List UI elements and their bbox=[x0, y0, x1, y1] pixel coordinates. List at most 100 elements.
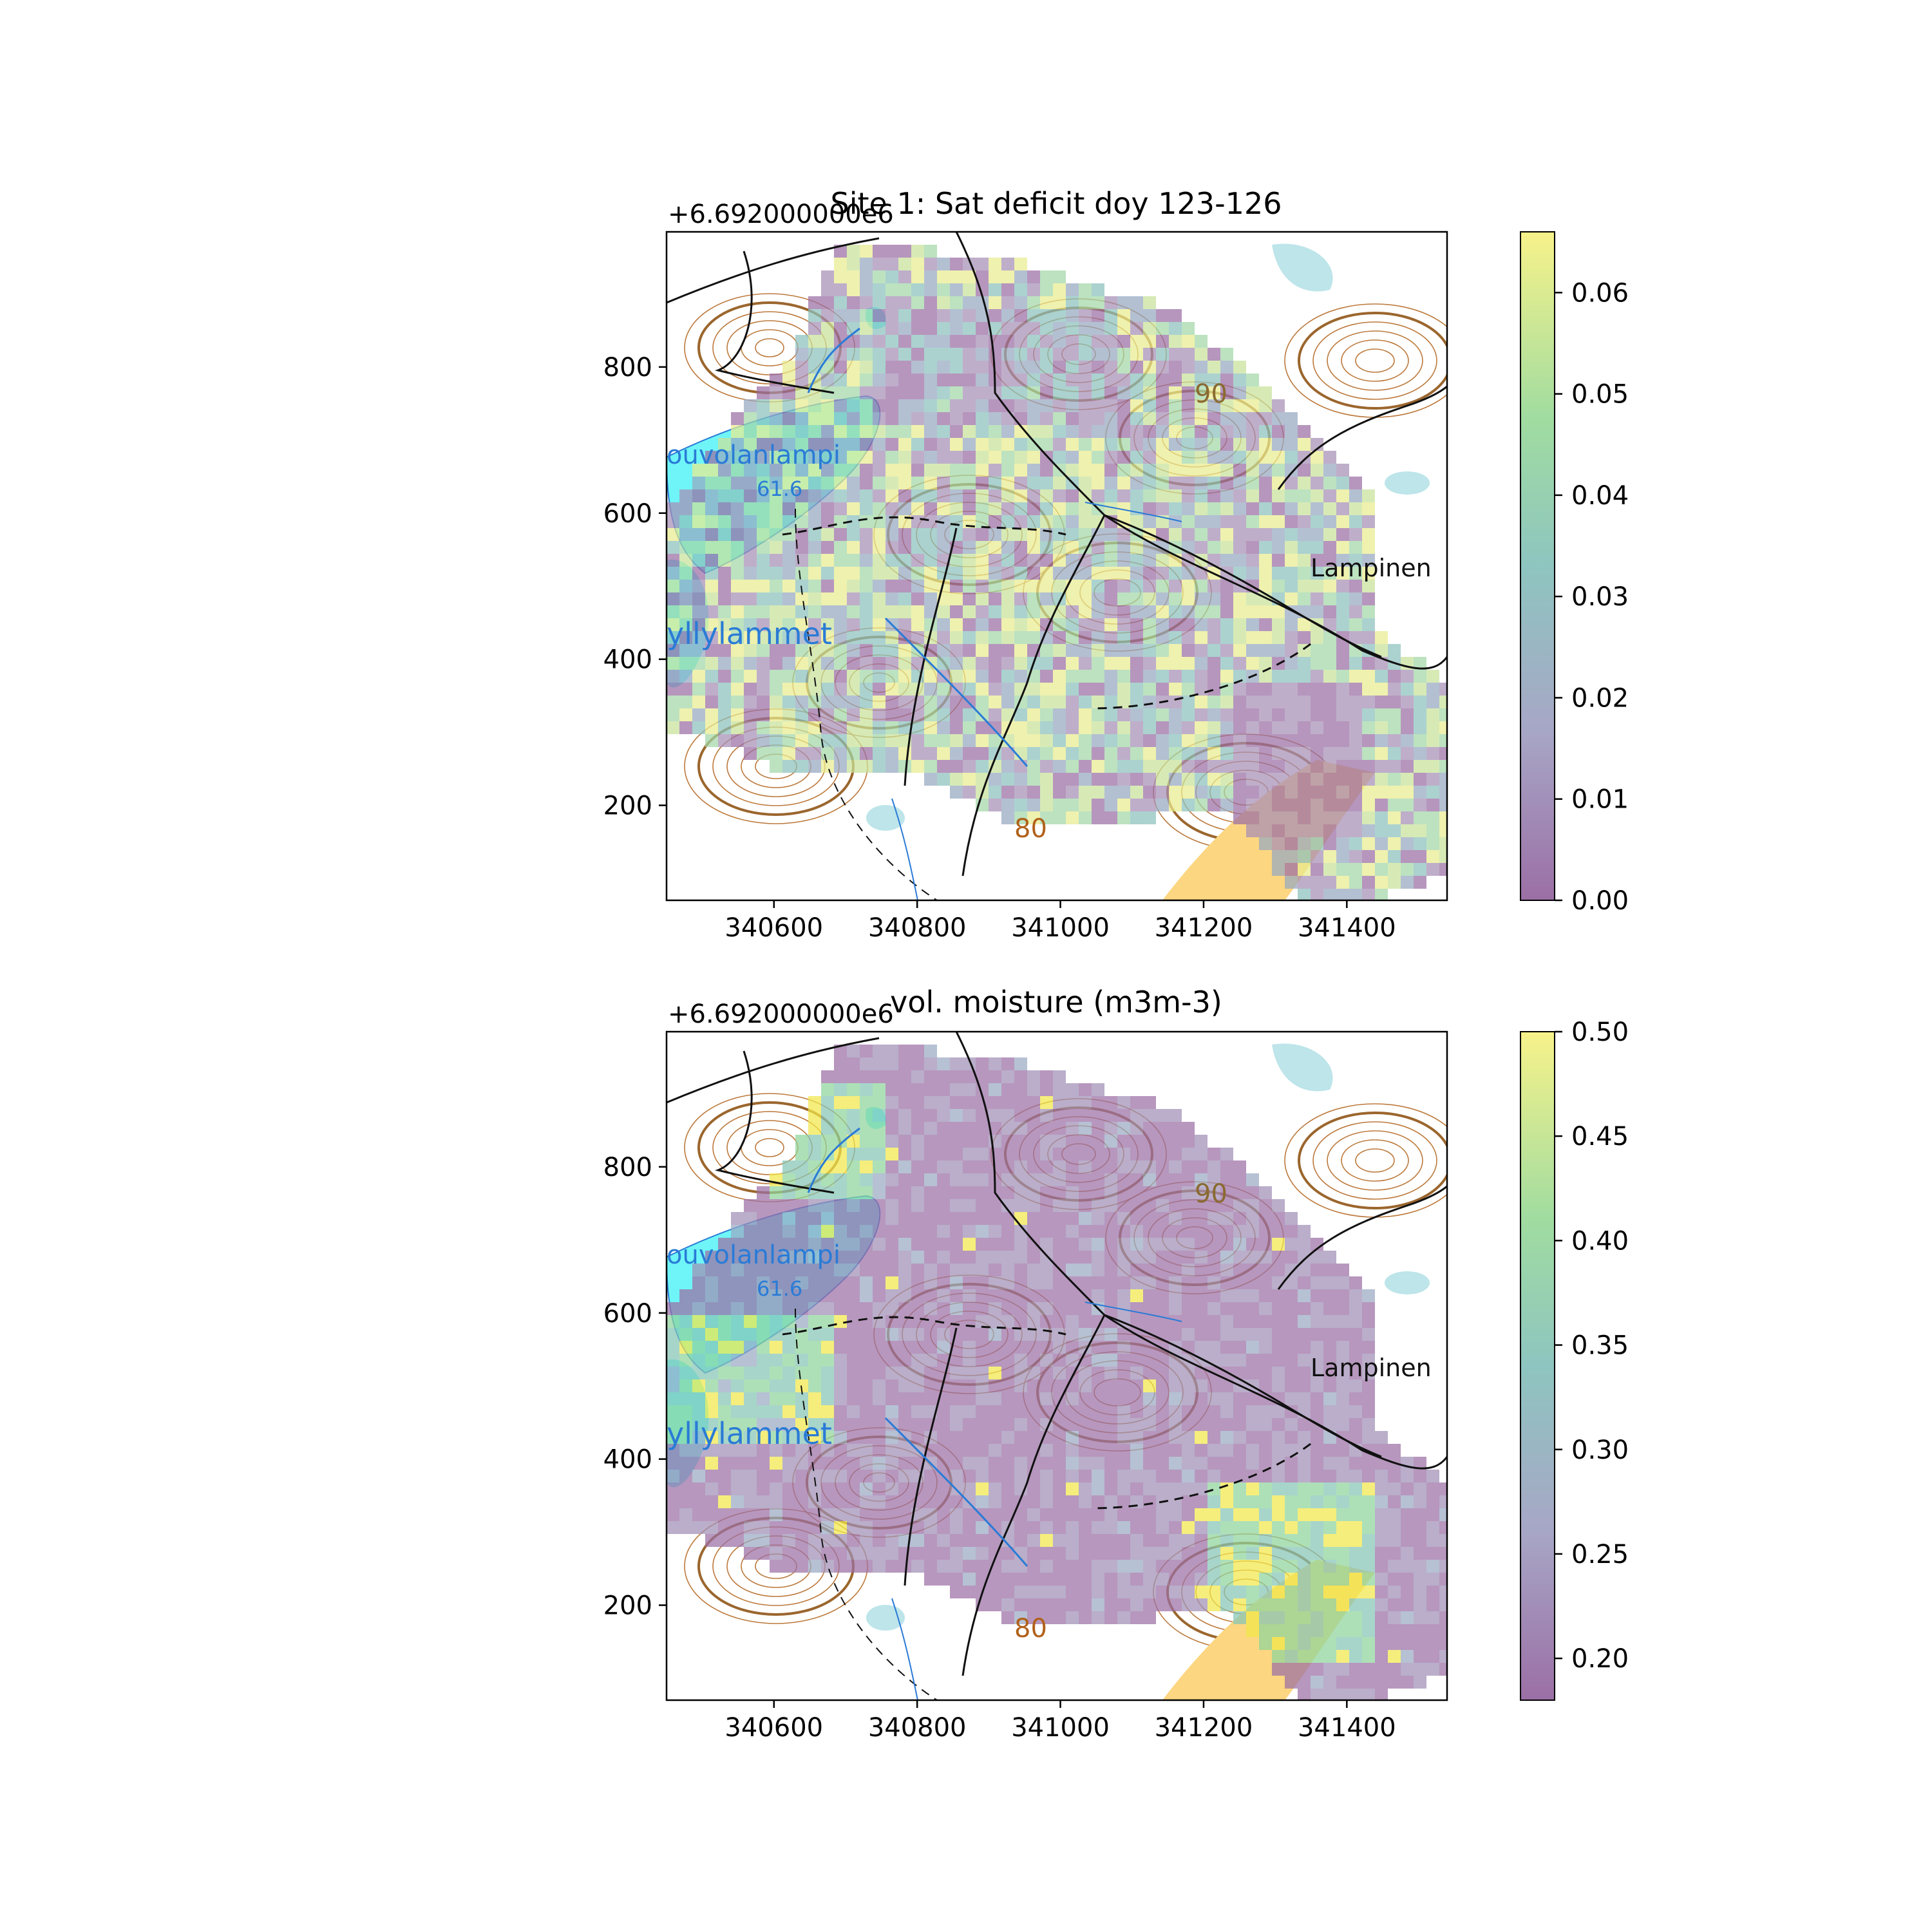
data-cell bbox=[1375, 1431, 1388, 1444]
data-cell bbox=[1323, 683, 1336, 696]
data-cell bbox=[1311, 811, 1323, 824]
data-cell bbox=[744, 1444, 757, 1457]
data-cell bbox=[1156, 438, 1169, 451]
data-cell bbox=[1220, 515, 1233, 528]
data-cell bbox=[1439, 1586, 1447, 1598]
data-cell bbox=[1272, 528, 1285, 541]
data-cell bbox=[1156, 1173, 1169, 1186]
data-cell bbox=[963, 631, 976, 644]
data-cell bbox=[1092, 605, 1104, 618]
data-cell bbox=[886, 554, 898, 567]
data-cell bbox=[1169, 1148, 1182, 1160]
data-cell bbox=[1027, 1586, 1040, 1598]
data-cell bbox=[1117, 696, 1130, 708]
data-cell bbox=[1208, 1457, 1220, 1470]
data-cell bbox=[1066, 786, 1079, 799]
data-cell bbox=[731, 541, 744, 554]
data-cell bbox=[1117, 464, 1130, 477]
data-cell bbox=[950, 258, 963, 270]
data-cell bbox=[770, 451, 782, 464]
data-cell bbox=[1169, 567, 1182, 580]
data-cell bbox=[911, 1495, 924, 1508]
data-cell bbox=[924, 1573, 937, 1586]
data-cell bbox=[1092, 464, 1104, 477]
data-cell bbox=[1156, 670, 1169, 683]
data-cell bbox=[1001, 670, 1014, 683]
data-cell bbox=[898, 438, 911, 451]
data-cell bbox=[1246, 811, 1259, 824]
data-cell bbox=[963, 721, 976, 734]
data-cell bbox=[1117, 683, 1130, 696]
data-cell bbox=[1298, 1495, 1311, 1508]
data-cell bbox=[1066, 708, 1079, 721]
data-cell bbox=[1117, 567, 1130, 580]
data-cell bbox=[873, 528, 886, 541]
data-cell bbox=[808, 489, 821, 502]
data-cell bbox=[782, 1521, 795, 1534]
data-cell bbox=[1169, 1289, 1182, 1302]
data-cell bbox=[1143, 425, 1156, 438]
data-cell bbox=[1414, 773, 1426, 786]
road-line bbox=[961, 1314, 1106, 1676]
data-cell bbox=[782, 605, 795, 618]
data-cell bbox=[1027, 1418, 1040, 1431]
data-cell bbox=[1143, 1302, 1156, 1315]
data-cell bbox=[1117, 1135, 1130, 1148]
data-cell bbox=[1414, 1534, 1426, 1547]
data-cell bbox=[834, 734, 847, 747]
data-cell bbox=[1414, 708, 1426, 721]
data-cell bbox=[860, 708, 873, 721]
data-cell bbox=[924, 1096, 937, 1109]
data-cell bbox=[1169, 734, 1182, 747]
data-cell bbox=[1066, 386, 1079, 399]
data-cell bbox=[976, 1534, 989, 1547]
data-cell bbox=[667, 1341, 679, 1354]
data-cell bbox=[1104, 1482, 1117, 1495]
data-cell bbox=[1246, 657, 1259, 670]
data-cell bbox=[1195, 747, 1208, 760]
data-cell bbox=[1259, 1444, 1272, 1457]
data-cell bbox=[1143, 1495, 1156, 1508]
data-cell bbox=[795, 1560, 808, 1573]
data-cell bbox=[1169, 1238, 1182, 1251]
data-cell bbox=[731, 1470, 744, 1482]
data-cell bbox=[1143, 1289, 1156, 1302]
map-label: 61.6 bbox=[757, 477, 802, 501]
data-cell bbox=[873, 1431, 886, 1444]
data-cell bbox=[950, 1586, 963, 1598]
data-cell bbox=[1298, 1547, 1311, 1560]
data-cell bbox=[1233, 657, 1246, 670]
data-cell bbox=[1362, 683, 1375, 696]
data-cell bbox=[1040, 541, 1053, 554]
data-cell bbox=[873, 580, 886, 592]
data-cell bbox=[963, 361, 976, 374]
data-cell bbox=[1220, 1457, 1233, 1470]
data-cell bbox=[757, 1302, 770, 1315]
data-cell bbox=[873, 502, 886, 515]
data-cell bbox=[898, 1289, 911, 1302]
data-cell bbox=[667, 515, 679, 528]
data-cell bbox=[679, 631, 692, 644]
data-cell bbox=[667, 1508, 679, 1521]
data-cell bbox=[1092, 657, 1104, 670]
data-cell bbox=[821, 1495, 834, 1508]
data-cell bbox=[1323, 1598, 1336, 1611]
y-tick-label: 200 bbox=[603, 1591, 652, 1621]
data-cell bbox=[757, 412, 770, 425]
data-cell bbox=[757, 696, 770, 708]
data-cell bbox=[1349, 1637, 1362, 1650]
data-cell bbox=[1220, 1354, 1233, 1367]
data-cell bbox=[1220, 425, 1233, 438]
data-cell bbox=[808, 708, 821, 721]
data-cell bbox=[1298, 1392, 1311, 1405]
data-cell bbox=[1092, 374, 1104, 386]
data-cell bbox=[1439, 734, 1447, 747]
data-cell bbox=[1220, 1534, 1233, 1547]
data-cell bbox=[1414, 850, 1426, 863]
data-cell bbox=[1298, 425, 1311, 438]
data-cell bbox=[705, 541, 718, 554]
data-cell bbox=[924, 1173, 937, 1186]
data-cell bbox=[1092, 489, 1104, 502]
data-cell bbox=[1001, 451, 1014, 464]
data-cell bbox=[1272, 502, 1285, 515]
